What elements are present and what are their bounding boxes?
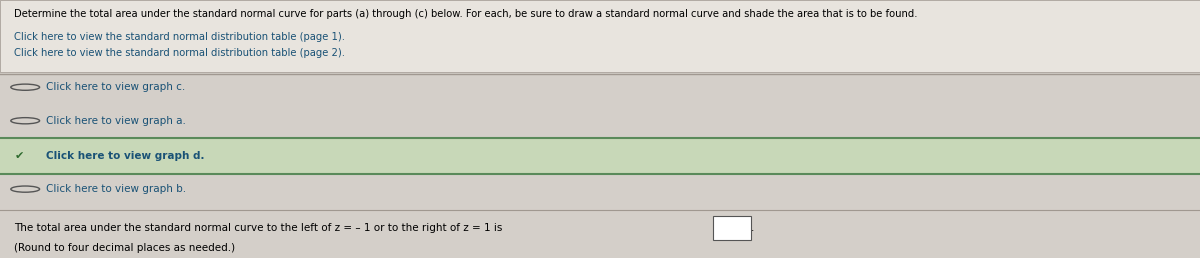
Text: Click here to view graph c.: Click here to view graph c. — [46, 82, 185, 92]
Text: Click here to view the standard normal distribution table (page 2).: Click here to view the standard normal d… — [14, 48, 346, 58]
Text: Click here to view the standard normal distribution table (page 1).: Click here to view the standard normal d… — [14, 32, 346, 42]
FancyBboxPatch shape — [0, 138, 1200, 174]
Text: Click here to view graph d.: Click here to view graph d. — [46, 151, 204, 160]
Text: The total area under the standard normal curve to the left of z = – 1 or to the : The total area under the standard normal… — [14, 223, 503, 233]
Text: Click here to view graph b.: Click here to view graph b. — [46, 184, 186, 194]
Text: Determine the total area under the standard normal curve for parts (a) through (: Determine the total area under the stand… — [14, 9, 918, 19]
Text: Click here to view graph a.: Click here to view graph a. — [46, 116, 186, 126]
Text: ✔: ✔ — [14, 151, 24, 160]
Text: (Round to four decimal places as needed.): (Round to four decimal places as needed.… — [14, 243, 235, 253]
FancyBboxPatch shape — [0, 0, 1200, 72]
FancyBboxPatch shape — [713, 216, 751, 240]
Text: .: . — [751, 223, 755, 233]
